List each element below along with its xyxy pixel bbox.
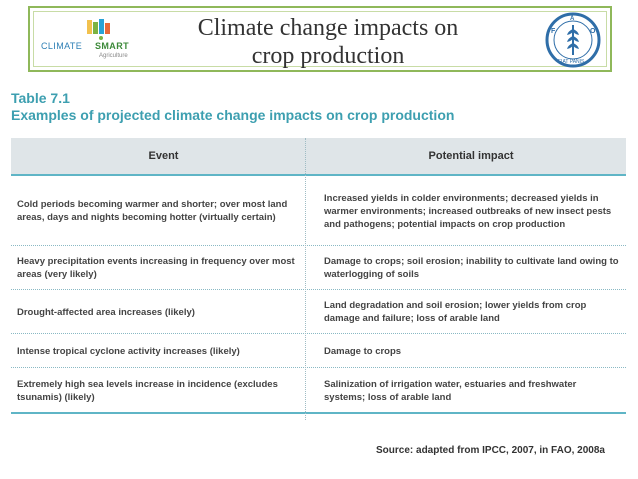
- logo-figures-icon: [87, 19, 110, 40]
- logo-word-smart: SMART: [95, 41, 129, 51]
- svg-text:FIAT PANIS: FIAT PANIS: [558, 59, 585, 65]
- fao-emblem-icon: F O A FIAT PANIS: [545, 12, 601, 68]
- logo-word-agriculture: Agriculture: [99, 53, 128, 59]
- row-event: Drought-affected area increases (likely): [17, 306, 195, 318]
- title-line-1: Climate change impacts on: [197, 15, 459, 41]
- page-title: Climate change impacts on crop productio…: [148, 14, 508, 70]
- table-row: Heavy precipitation events increasing in…: [11, 246, 626, 290]
- column-divider: [305, 138, 306, 420]
- column-header-impact: Potential impact: [428, 150, 514, 162]
- table-row: Drought-affected area increases (likely)…: [11, 290, 626, 334]
- row-event: Cold periods becoming warmer and shorter…: [17, 199, 288, 223]
- impacts-table: Event Potential impact Cold periods beco…: [11, 138, 626, 414]
- row-event: Intense tropical cyclone activity increa…: [17, 345, 240, 357]
- svg-text:O: O: [590, 28, 596, 35]
- climate-smart-agriculture-logo: CLIMATE SMART Agriculture: [39, 18, 151, 64]
- table-header-row: Event Potential impact: [11, 138, 626, 176]
- row-impact: Damage to crops: [324, 345, 402, 357]
- svg-text:A: A: [570, 16, 575, 22]
- row-impact: Land degradation and soil erosion; lower…: [324, 300, 587, 324]
- table-row: Intense tropical cyclone activity increa…: [11, 334, 626, 368]
- table-row: Extremely high sea levels increase in in…: [11, 368, 626, 414]
- logo-word-climate: CLIMATE: [41, 41, 83, 51]
- slide-header: CLIMATE SMART Agriculture Climate change…: [28, 6, 612, 72]
- table-row: Cold periods becoming warmer and shorter…: [11, 176, 626, 246]
- svg-text:F: F: [551, 28, 556, 35]
- row-event: Heavy precipitation events increasing in…: [17, 256, 295, 280]
- source-note: Source: adapted from IPCC, 2007, in FAO,…: [376, 445, 605, 456]
- row-impact: Damage to crops; soil erosion; inability…: [324, 256, 619, 280]
- column-header-event: Event: [148, 150, 179, 162]
- title-line-2: crop production: [251, 43, 405, 69]
- table-number: Table 7.1: [11, 90, 70, 106]
- table-caption: Examples of projected climate change imp…: [11, 107, 455, 123]
- row-impact: Salinization of irrigation water, estuar…: [324, 379, 577, 403]
- row-impact: Increased yields in colder environments;…: [324, 192, 612, 230]
- row-event: Extremely high sea levels increase in in…: [17, 379, 278, 403]
